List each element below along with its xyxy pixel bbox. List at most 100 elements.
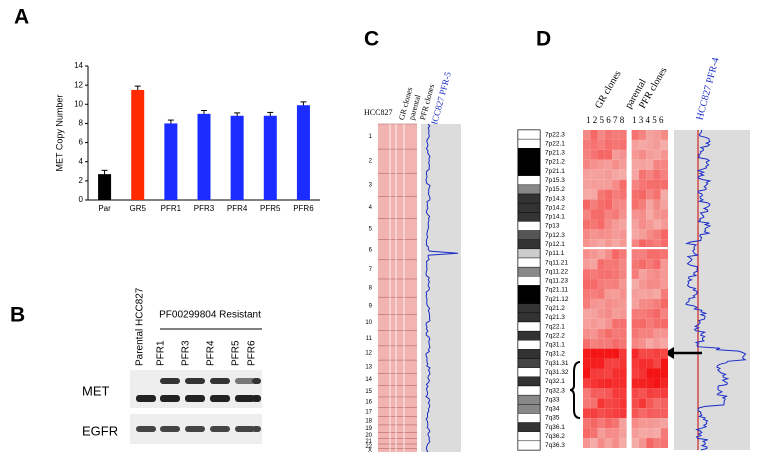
band-label: 7p21.1: [545, 168, 565, 175]
band-label: 7q21.3: [545, 314, 565, 321]
band: [185, 395, 205, 402]
heatmap-cell: [612, 428, 620, 439]
heatmap-cell: [660, 308, 668, 319]
heatmap-cell: [631, 139, 639, 150]
heatmap-cell: [583, 279, 591, 289]
heatmap-cell: [660, 249, 668, 260]
heatmap-cell: [604, 428, 613, 439]
heatmap-cell: [604, 249, 613, 260]
heatmap-cell: [631, 279, 639, 289]
heatmap-cell: [612, 348, 620, 359]
heatmap-cell: [638, 428, 647, 439]
band-label: 7q32.3: [545, 387, 565, 394]
heatmap-cell: [646, 398, 654, 409]
heatmap-cell: [583, 289, 591, 299]
heatmap-cell: [597, 169, 605, 180]
x-tick-label: PFR4: [227, 204, 248, 213]
heatmap-cell: [583, 408, 591, 419]
bracket: [569, 361, 581, 419]
band-label: 7q21.11: [545, 287, 568, 294]
heatmap-cell: [638, 368, 647, 379]
heatmap-cell: [619, 298, 627, 309]
heatmap-cell: [590, 139, 598, 150]
heatmap-cell: [604, 219, 613, 230]
ideogram-band: [517, 367, 541, 378]
heatmap-cell: [653, 199, 661, 210]
heatmap-cell: [597, 289, 605, 299]
heatmap-cell: [660, 279, 668, 289]
heatmap-cell: [631, 388, 639, 399]
bar: [164, 123, 178, 200]
heatmap-cell: [660, 199, 668, 210]
heatmap-cell: [583, 378, 591, 389]
heatmap-cell: [597, 418, 605, 429]
heatmap-cell: [612, 219, 620, 230]
heatmap-cell: [590, 338, 598, 349]
heatmap-cell: [646, 428, 654, 439]
band: [210, 378, 230, 384]
heatmap-cell: [604, 298, 613, 309]
heatmap-cell: [653, 418, 661, 429]
heatmap-cell: [619, 239, 627, 250]
band: [160, 378, 180, 384]
heatmap-cell: [583, 398, 591, 409]
chromosome-label: 15: [365, 389, 372, 395]
heatmap-cell: [597, 229, 605, 240]
heatmap-cell: [597, 199, 605, 210]
heatmap-cell: [604, 338, 613, 349]
heatmap-cell: [619, 279, 627, 289]
heatmap-cell: [646, 338, 654, 349]
band-label: 7q11.22: [545, 268, 568, 275]
heatmap-cell: [597, 159, 605, 170]
band-label: 7q31.32: [545, 369, 569, 376]
chromosome-label: 17: [365, 410, 372, 416]
heatmap-cell: [653, 259, 661, 270]
heatmap-cell: [612, 328, 620, 339]
heatmap-cell: [631, 199, 639, 210]
heatmap-cell: [631, 428, 639, 439]
band-label: 7q21.2: [545, 305, 565, 312]
sample-label: HCC827: [364, 108, 392, 117]
heatmap-cell: [590, 130, 598, 140]
heatmap-cell: [660, 438, 668, 448]
heatmap-cell: [604, 408, 613, 419]
chromosome-label: 4: [369, 205, 373, 211]
heatmap-cell: [660, 179, 668, 190]
heatmap-cell: [638, 179, 647, 190]
chromosome-label: 5: [369, 227, 373, 233]
heatmap-cell: [653, 308, 661, 319]
heatmap-cell: [583, 239, 591, 250]
heatmap-cell: [604, 308, 613, 319]
heatmap-cell: [646, 209, 654, 220]
heatmap-cell: [590, 408, 598, 419]
heatmap-cell: [604, 348, 613, 359]
group-label: GR clones: [593, 69, 624, 111]
heatmap-cell: [583, 189, 591, 200]
heatmap-cell: [590, 269, 598, 280]
heatmap-cell: [646, 149, 654, 160]
heatmap-cell: [604, 269, 613, 280]
band-label: 7q22.1: [545, 323, 565, 330]
heatmap-cell: [653, 179, 661, 190]
y-tick-label: 6: [79, 138, 84, 147]
heatmap-cell: [590, 438, 598, 448]
heatmap-cell: [590, 149, 598, 160]
heatmap-cell: [631, 418, 639, 429]
ideogram-band: [517, 257, 541, 268]
heatmap-cell: [638, 229, 647, 240]
chromosome-label: 2: [369, 159, 373, 165]
heatmap-cell: [631, 259, 639, 270]
heatmap-cell: [646, 298, 654, 309]
heatmap-cell: [646, 130, 654, 140]
chromosome-label: X: [368, 448, 372, 454]
heatmap-cell: [638, 159, 647, 170]
chromosome-label: 12: [365, 351, 372, 357]
heatmap-cell: [612, 249, 620, 260]
heatmap-cell: [631, 318, 639, 329]
band-label: 7q36.1: [545, 424, 565, 431]
heatmap-cell: [590, 368, 598, 379]
panel-label: A: [14, 6, 29, 29]
heatmap-cell: [619, 318, 627, 329]
band-label: 7q31.31: [545, 360, 569, 367]
heatmap-cell: [660, 130, 668, 140]
